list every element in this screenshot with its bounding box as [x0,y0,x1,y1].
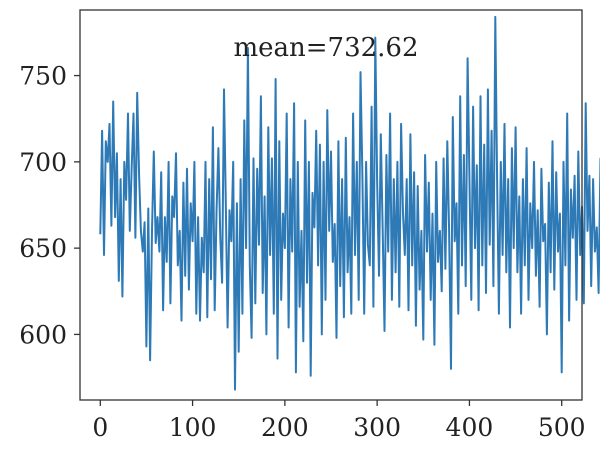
y-tick-label: 700 [19,148,67,177]
x-tick-label: 200 [261,413,309,442]
x-tick-label: 300 [353,413,401,442]
x-tick-label: 500 [538,413,586,442]
series-line-0 [99,15,600,391]
plot-frame [79,9,583,401]
y-axis: 600 650 700 750 [19,62,80,349]
x-axis: 0 100 200 300 400 500 [92,400,586,442]
series-layer [99,15,600,391]
y-tick-label: 650 [19,234,67,263]
x-tick-label: 0 [92,413,108,442]
y-tick-label: 600 [19,320,67,349]
mean-annotation: mean=732.62 [233,33,418,63]
y-tick-label: 750 [19,62,67,91]
x-tick-label: 100 [169,413,217,442]
x-tick-label: 400 [446,413,494,442]
